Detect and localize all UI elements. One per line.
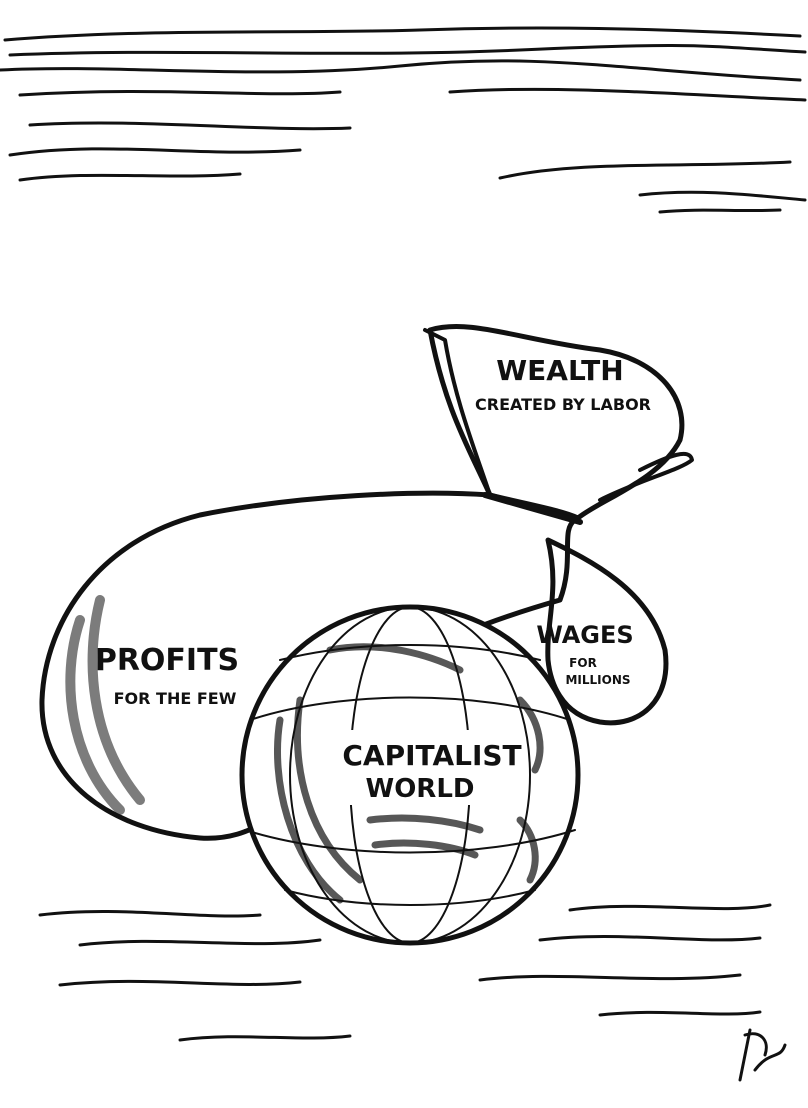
wages-line1: FOR — [569, 656, 597, 670]
cartoon: WEALTH CREATED BY LABOR PROFITS FOR THE … — [0, 0, 808, 1108]
wages-title: WAGES — [536, 621, 633, 649]
profits-title: PROFITS — [95, 643, 239, 678]
wealth-title: WEALTH — [496, 354, 623, 387]
wages-line2: MILLIONS — [565, 673, 630, 687]
profits-subtitle: FOR THE FEW — [114, 689, 237, 708]
page: {"wealth": {"title": "WEALTH", "subtitle… — [0, 0, 808, 1108]
globe-line1: CAPITALIST — [342, 739, 521, 772]
scribble — [660, 210, 780, 212]
globe-line2: WORLD — [366, 774, 475, 804]
wealth-subtitle: CREATED BY LABOR — [475, 395, 651, 414]
globe-label: CAPITALIST WORLD — [330, 730, 522, 805]
